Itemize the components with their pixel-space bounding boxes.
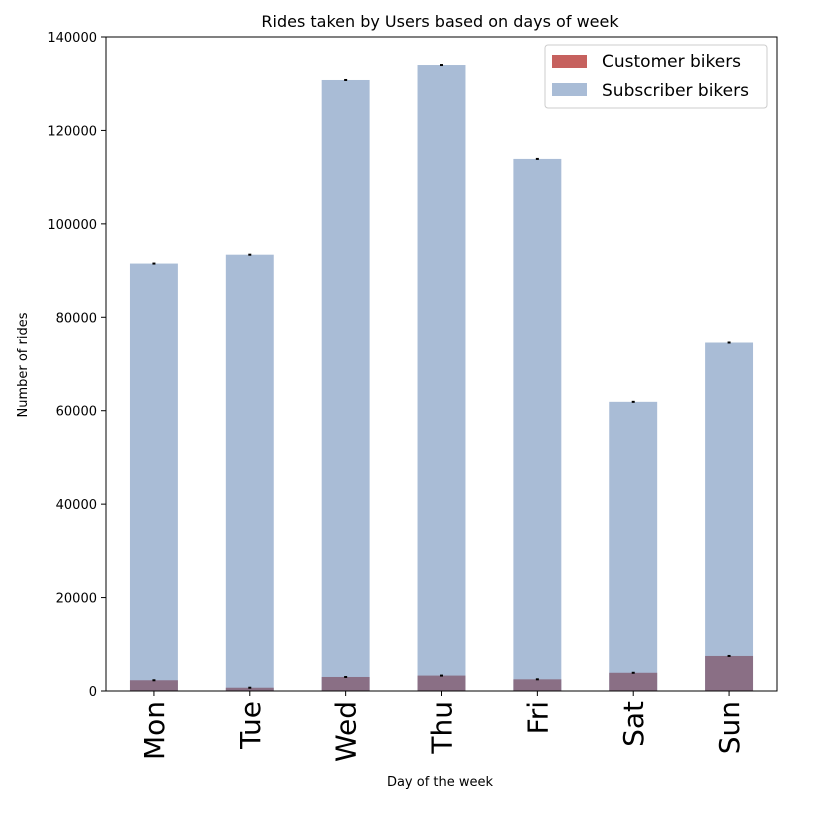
chart-title: Rides taken by Users based on days of we… — [261, 12, 619, 31]
bar-customer-mon — [129, 680, 178, 691]
bar-customer-wed — [321, 676, 370, 691]
legend: Customer bikers Subscriber bikers — [544, 44, 768, 109]
y-tick-label-40000: 40000 — [56, 498, 97, 513]
y-axis-label: Number of rides — [16, 312, 31, 417]
bar-customer-sun — [705, 655, 754, 691]
bars-layer — [129, 64, 754, 692]
x-tick-label-fri: Fri — [521, 701, 554, 734]
y-tick-label-140000: 140000 — [47, 31, 97, 46]
x-tick-label-thu: Thu — [426, 701, 459, 755]
bar-customer-tue — [225, 687, 274, 691]
bar-subscriber-mon — [129, 263, 178, 691]
x-tick-label-sat: Sat — [617, 701, 650, 747]
x-tick-label-wed: Wed — [330, 701, 363, 762]
y-tick-label-20000: 20000 — [56, 592, 97, 607]
bar-customer-fri — [513, 679, 562, 691]
y-tick-label-0: 0 — [89, 685, 97, 700]
bar-subscriber-sat — [609, 401, 658, 691]
axes-layer: Mon Tue Wed Thu Fri Sat Sun 0 20000 40000 60000 800… — [47, 31, 778, 762]
y-tick-label-80000: 80000 — [56, 311, 97, 326]
x-tick-label-tue: Tue — [234, 701, 267, 750]
legend-label-subscriber: Subscriber bikers — [602, 81, 749, 101]
x-tick-label-sun: Sun — [713, 701, 746, 754]
legend-swatch-customer — [552, 55, 587, 68]
bar-customer-sat — [609, 672, 658, 691]
y-tick-label-100000: 100000 — [47, 218, 97, 233]
bar-subscriber-wed — [321, 79, 370, 691]
y-tick-label-120000: 120000 — [47, 124, 97, 139]
bar-subscriber-fri — [513, 158, 562, 691]
plot-frame — [105, 36, 778, 692]
bar-subscriber-thu — [417, 65, 466, 692]
bar-subscriber-sun — [705, 342, 754, 691]
legend-frame — [544, 44, 768, 109]
y-tick-label-60000: 60000 — [56, 405, 97, 420]
x-tick-label-mon: Mon — [138, 701, 171, 760]
bar-customer-thu — [417, 675, 466, 691]
legend-swatch-subscriber — [552, 83, 587, 96]
x-axis-label: Day of the week — [387, 775, 494, 790]
bar-subscriber-tue — [225, 254, 274, 691]
legend-label-customer: Customer bikers — [602, 52, 741, 72]
